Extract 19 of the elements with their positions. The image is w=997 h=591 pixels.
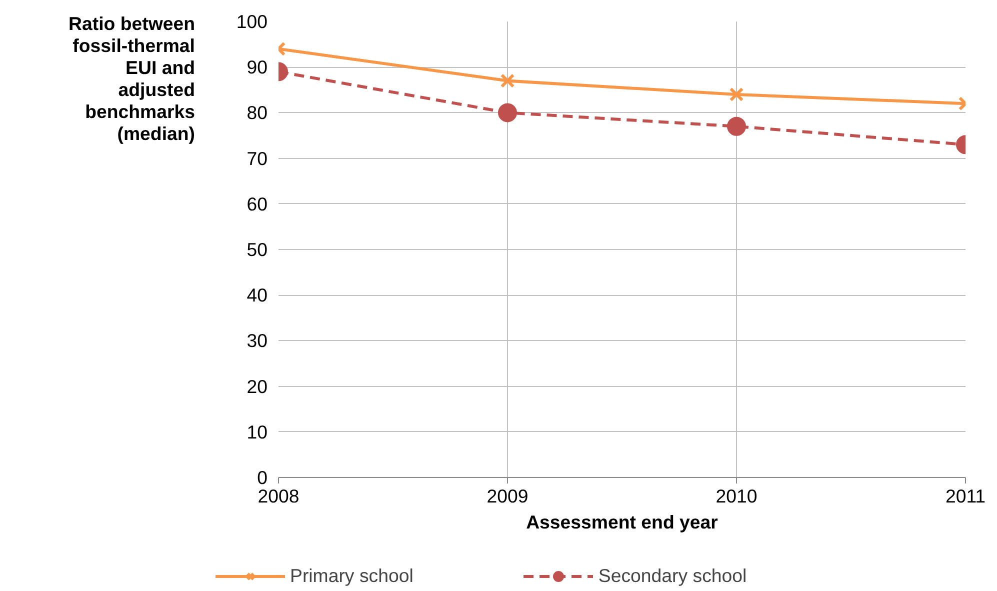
y-tick-label: 50 <box>246 239 268 260</box>
y-tick-label: 90 <box>246 56 268 78</box>
x-tick-label: 2009 <box>486 486 528 506</box>
y-tick-label: 0 <box>257 467 268 488</box>
y-tick-label: 70 <box>246 148 268 169</box>
y-tick-label: 60 <box>246 193 268 214</box>
legend-label: Primary school <box>290 565 414 587</box>
y-tick-label: 40 <box>246 284 268 306</box>
x-tick-label: 2011 <box>945 486 986 506</box>
y-tick-label: 100 <box>236 11 268 32</box>
y-tick-label: 20 <box>246 376 268 397</box>
x-axis-title: Assessment end year <box>526 512 718 532</box>
x-tick-label: 2008 <box>258 486 300 506</box>
y-tick-label: 30 <box>246 330 268 352</box>
y-tick-label: 80 <box>246 102 268 124</box>
x-tick-label: 2010 <box>716 486 758 506</box>
y-tick-label: 10 <box>246 421 268 442</box>
y-axis-title: Ratio between fossil-thermal EUI and adjusted benchmarks (median) <box>68 13 195 146</box>
legend-label: Secondary school <box>598 565 747 587</box>
